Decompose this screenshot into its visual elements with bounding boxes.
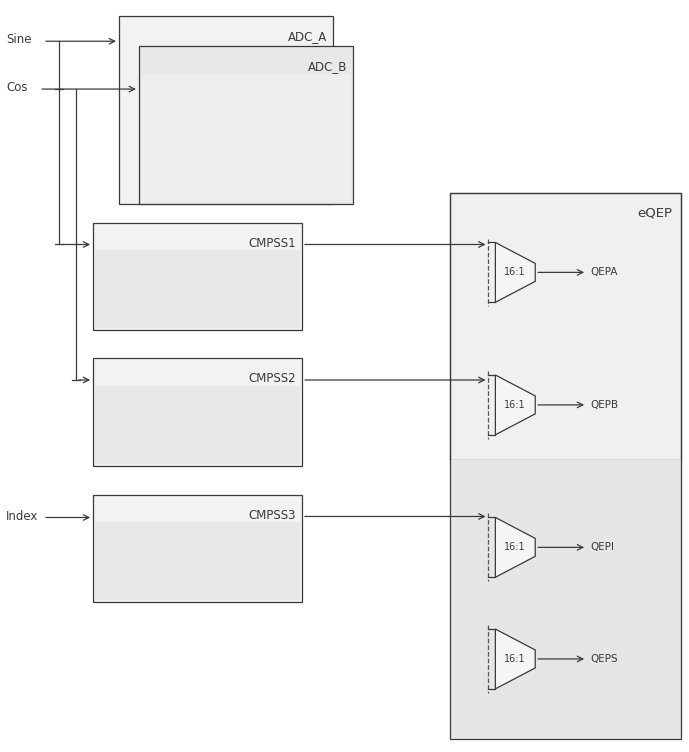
Polygon shape bbox=[495, 629, 535, 689]
Text: QEPA: QEPA bbox=[590, 268, 617, 277]
Text: 16:1: 16:1 bbox=[504, 542, 525, 553]
Bar bbox=[450, 193, 681, 738]
Bar bbox=[95, 523, 300, 600]
Bar bbox=[95, 386, 300, 464]
Text: ADC_B: ADC_B bbox=[307, 60, 347, 73]
Text: CMPSS3: CMPSS3 bbox=[249, 508, 296, 521]
Bar bbox=[95, 250, 300, 328]
Bar bbox=[119, 17, 333, 204]
Text: QEPB: QEPB bbox=[590, 400, 618, 410]
Bar bbox=[93, 358, 302, 465]
Bar bbox=[141, 74, 351, 202]
Text: Sine: Sine bbox=[6, 33, 32, 47]
Text: eQEP: eQEP bbox=[638, 207, 672, 220]
Bar bbox=[138, 46, 353, 204]
Polygon shape bbox=[495, 242, 535, 302]
Text: CMPSS1: CMPSS1 bbox=[249, 237, 296, 250]
Text: QEPS: QEPS bbox=[590, 654, 617, 664]
Polygon shape bbox=[495, 517, 535, 578]
Bar bbox=[450, 459, 681, 738]
Text: QEPI: QEPI bbox=[590, 542, 614, 553]
Text: Cos: Cos bbox=[6, 81, 28, 94]
Text: Index: Index bbox=[6, 510, 39, 523]
Polygon shape bbox=[495, 375, 535, 435]
Bar bbox=[93, 223, 302, 330]
Text: 16:1: 16:1 bbox=[504, 654, 525, 664]
Text: ADC_A: ADC_A bbox=[288, 30, 327, 44]
Text: CMPSS2: CMPSS2 bbox=[249, 372, 296, 385]
Text: 16:1: 16:1 bbox=[504, 400, 525, 410]
Text: 16:1: 16:1 bbox=[504, 268, 525, 277]
Bar bbox=[450, 193, 681, 459]
Bar bbox=[93, 495, 302, 602]
